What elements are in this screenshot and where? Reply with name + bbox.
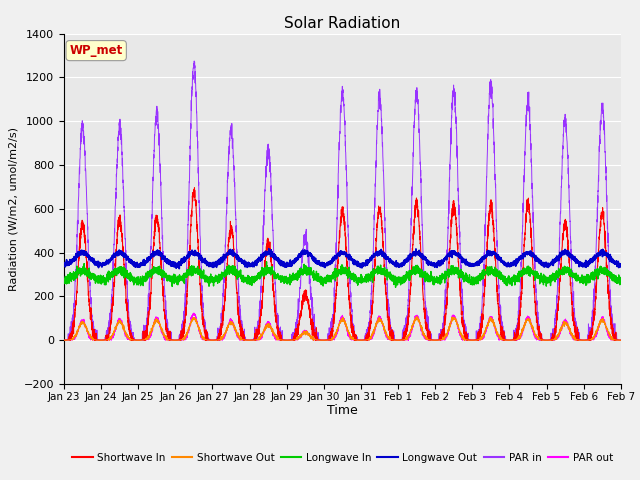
Text: WP_met: WP_met	[70, 44, 123, 57]
Title: Solar Radiation: Solar Radiation	[284, 16, 401, 31]
Y-axis label: Radiation (W/m2, umol/m2/s): Radiation (W/m2, umol/m2/s)	[8, 127, 18, 291]
X-axis label: Time: Time	[327, 405, 358, 418]
Legend: Shortwave In, Shortwave Out, Longwave In, Longwave Out, PAR in, PAR out: Shortwave In, Shortwave Out, Longwave In…	[68, 449, 617, 467]
